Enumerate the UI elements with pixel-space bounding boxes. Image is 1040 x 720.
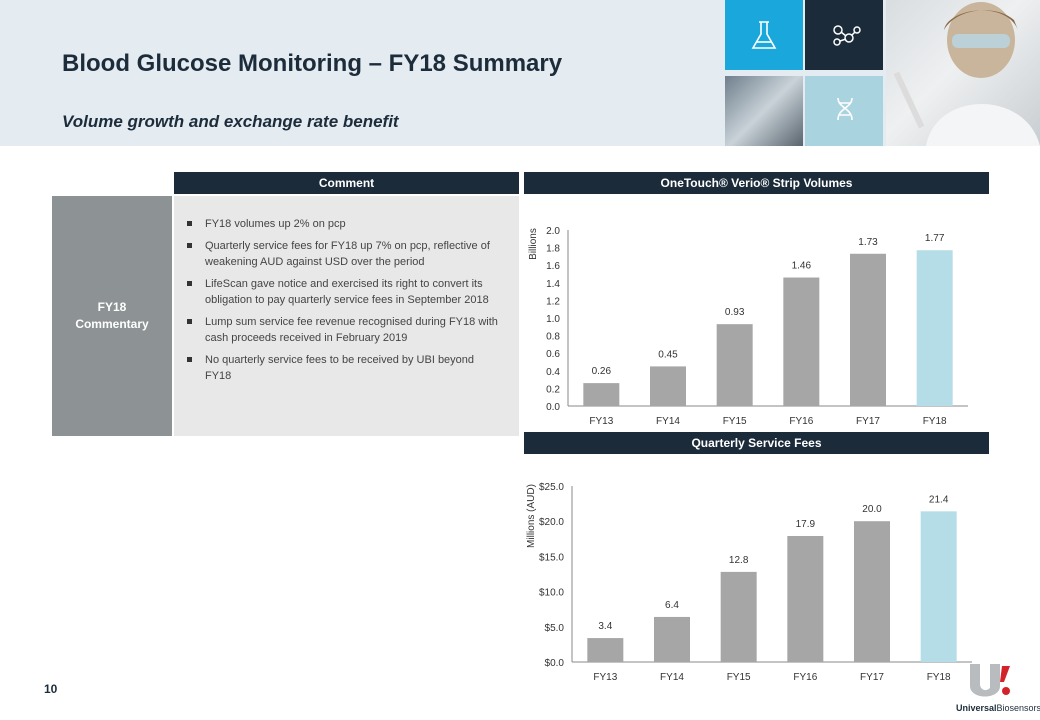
y-axis-title: Millions (AUD): [526, 484, 537, 548]
data-label: 17.9: [796, 519, 816, 530]
bar: [854, 521, 890, 662]
y-tick-label: $25.0: [539, 482, 564, 493]
logo-mark: [970, 664, 1010, 697]
comment-bullet: Quarterly service fees for FY18 up 7% on…: [186, 238, 501, 270]
comment-bullet: No quarterly service fees to be received…: [186, 352, 501, 384]
y-tick-label: 2.0: [546, 226, 560, 237]
comment-bullet: FY18 volumes up 2% on pcp: [186, 216, 501, 232]
y-tick-label: 0.0: [546, 402, 560, 413]
y-tick-label: 0.8: [546, 332, 560, 343]
comment-bullet: LifeScan gave notice and exercised its r…: [186, 276, 501, 308]
x-tick-label: FY14: [656, 416, 680, 427]
molecule-icon: [833, 25, 861, 46]
x-tick-label: FY17: [860, 672, 884, 683]
y-axis-title: Billions: [528, 228, 539, 260]
strip-volumes-chart: Billions 0.0 0.2 0.4 0.6 0.8 1.0 1.2 1.4 1.6 1.8 2.…: [524, 196, 989, 430]
y-tick-label: 0.2: [546, 384, 560, 395]
flask-icon: [751, 21, 777, 49]
dna-tile: [805, 76, 883, 146]
y-tick-label: 1.2: [546, 296, 560, 307]
x-tick-label: FY18: [923, 416, 947, 427]
y-tick-label: 1.4: [546, 279, 560, 290]
logo-word-bold: Universal: [956, 703, 997, 713]
y-tick-label: $15.0: [539, 552, 564, 563]
x-tick-label: FY18: [927, 672, 951, 683]
data-label: 21.4: [929, 494, 949, 505]
scientist-photo: [886, 0, 1040, 146]
strip-volumes-heading: OneTouch® Verio® Strip Volumes: [524, 172, 989, 194]
service-fees-chart: Millions (AUD) $0.0 $5.0 $10.0 $15.0 $20.0 $25…: [524, 456, 989, 690]
page-title: Blood Glucose Monitoring – FY18 Summary: [62, 50, 563, 77]
bar: [783, 277, 820, 406]
y-tick-label: 1.0: [546, 314, 560, 325]
bar: [920, 511, 957, 662]
logo-text: UniversalBiosensors: [956, 703, 1040, 713]
molecule-tile: [805, 0, 883, 70]
y-tick-label: $10.0: [539, 588, 564, 599]
dna-icon: [837, 97, 853, 121]
page-subtitle: Volume growth and exchange rate benefit: [62, 112, 399, 131]
y-tick-label: 1.8: [546, 244, 560, 255]
data-label: 20.0: [862, 504, 882, 515]
bar: [787, 535, 824, 662]
data-label: 0.26: [592, 366, 612, 377]
comment-list: FY18 volumes up 2% on pcp Quarterly servi…: [174, 196, 519, 384]
x-tick-label: FY15: [723, 416, 747, 427]
data-label: 1.46: [792, 261, 812, 272]
data-label: 3.4: [598, 621, 612, 632]
lab-photo-tile: [725, 76, 803, 146]
data-label: 0.45: [658, 349, 678, 360]
bar: [916, 250, 953, 406]
comment-box: FY18 volumes up 2% on pcp Quarterly servi…: [174, 196, 519, 436]
x-tick-label: FY13: [593, 672, 617, 683]
y-tick-label: 0.6: [546, 349, 560, 360]
strip-volumes-svg: Billions 0.0 0.2 0.4 0.6 0.8 1.0 1.2 1.4 1.6 1.8 2.…: [528, 226, 968, 427]
x-tick-label: FY16: [793, 672, 817, 683]
data-label: 6.4: [665, 600, 679, 611]
y-tick-label: $20.0: [539, 517, 564, 528]
row-label: FY18 Commentary: [52, 196, 172, 436]
logo-word: Biosensors: [996, 703, 1040, 713]
comment-bullet: Lump sum service fee revenue recognised …: [186, 314, 501, 346]
service-fees-svg: Millions (AUD) $0.0 $5.0 $10.0 $15.0 $20.0 $25…: [526, 482, 972, 683]
scientist-image: [893, 2, 1040, 146]
service-fees-heading: Quarterly Service Fees: [524, 432, 989, 454]
y-tick-label: 1.6: [546, 261, 560, 272]
bar: [650, 366, 686, 406]
x-tick-label: FY13: [589, 416, 613, 427]
data-label: 12.8: [729, 555, 749, 566]
x-tick-label: FY14: [660, 672, 684, 683]
bar: [716, 324, 753, 406]
bar: [850, 253, 886, 406]
page-number: 10: [44, 682, 58, 696]
data-label: 0.93: [725, 307, 745, 318]
bar: [583, 383, 620, 406]
data-label: 1.77: [925, 233, 945, 244]
x-tick-label: FY15: [727, 672, 751, 683]
y-tick-label: $5.0: [545, 623, 565, 634]
bar: [587, 638, 624, 662]
comment-heading: Comment: [174, 172, 519, 194]
y-tick-label: $0.0: [545, 658, 565, 669]
x-tick-label: FY17: [856, 416, 880, 427]
x-tick-label: FY16: [789, 416, 813, 427]
row-label-text: FY18 Commentary: [75, 300, 149, 331]
data-label: 1.73: [858, 237, 878, 248]
bar: [654, 616, 690, 662]
flask-tile: [725, 0, 803, 70]
company-logo: UniversalBiosensors: [956, 660, 1040, 716]
y-tick-label: 0.4: [546, 367, 560, 378]
bar: [720, 571, 757, 662]
